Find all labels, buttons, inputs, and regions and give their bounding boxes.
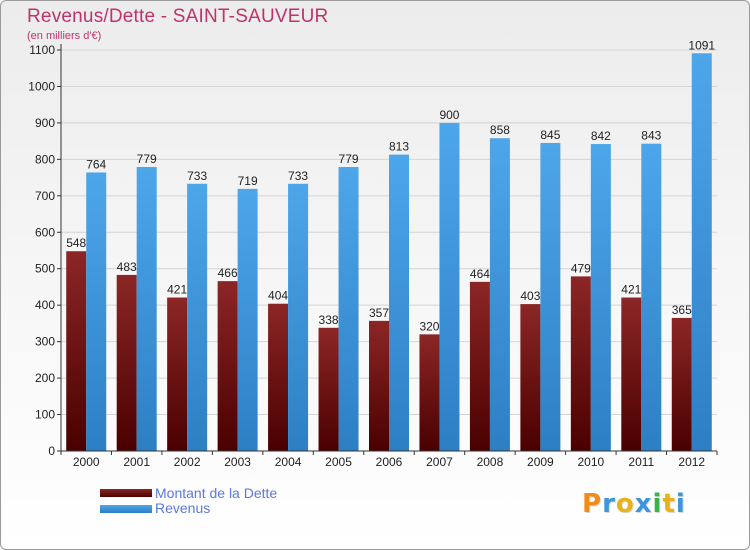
data-label-dette-2002: 421 xyxy=(167,283,187,297)
data-label-dette-2006: 357 xyxy=(369,306,389,320)
data-label-revenus-2006: 813 xyxy=(389,140,409,154)
bar-revenus-2006 xyxy=(389,154,409,451)
bar-revenus-2010 xyxy=(590,144,611,451)
bar-dette-2003 xyxy=(217,281,238,451)
bar-dette-2011 xyxy=(621,297,642,451)
y-tick-label: 200 xyxy=(35,371,55,385)
bar-dette-2002 xyxy=(167,297,188,451)
data-label-revenus-2007: 900 xyxy=(439,108,459,122)
y-tick-label: 700 xyxy=(35,189,55,203)
data-label-revenus-2001: 779 xyxy=(137,152,157,166)
data-label-dette-2008: 464 xyxy=(470,267,490,281)
legend-label-revenus: Revenus xyxy=(155,500,211,516)
bar-dette-2001 xyxy=(116,274,137,451)
data-label-dette-2000: 548 xyxy=(66,236,86,250)
y-tick-label: 1100 xyxy=(29,43,55,57)
bar-dette-2012 xyxy=(671,317,692,451)
data-label-revenus-2000: 764 xyxy=(86,157,106,171)
bar-revenus-2005 xyxy=(338,167,359,451)
data-label-revenus-2002: 733 xyxy=(187,169,207,183)
data-label-revenus-2005: 779 xyxy=(339,152,359,166)
bar-revenus-2012 xyxy=(691,53,712,451)
x-tick-label-2009: 2009 xyxy=(527,455,554,469)
bar-dette-2006 xyxy=(369,320,389,451)
y-tick-label: 900 xyxy=(35,116,55,130)
data-label-dette-2005: 338 xyxy=(319,313,339,327)
bar-revenus-2004 xyxy=(288,183,309,451)
x-tick-label-2008: 2008 xyxy=(477,455,504,469)
data-label-dette-2007: 320 xyxy=(419,319,439,333)
bar-revenus-2003 xyxy=(237,188,258,451)
legend-swatch-dette xyxy=(100,489,152,497)
x-tick-label-2001: 2001 xyxy=(123,455,150,469)
data-label-dette-2004: 404 xyxy=(268,289,288,303)
data-label-revenus-2010: 842 xyxy=(591,129,611,143)
x-tick-label-2003: 2003 xyxy=(224,455,251,469)
legend-swatch-revenus xyxy=(100,505,152,513)
y-tick-label: 100 xyxy=(35,408,55,422)
bar-revenus-2008 xyxy=(489,138,510,451)
bar-revenus-2000 xyxy=(86,172,107,451)
data-label-dette-2011: 421 xyxy=(621,283,641,297)
bar-dette-2008 xyxy=(469,281,490,451)
y-tick-label: 500 xyxy=(35,262,55,276)
data-label-revenus-2004: 733 xyxy=(288,169,308,183)
x-tick-label-2007: 2007 xyxy=(426,455,453,469)
data-label-revenus-2012: 1091 xyxy=(688,38,715,52)
bar-dette-2004 xyxy=(268,303,289,451)
x-tick-label-2002: 2002 xyxy=(174,455,201,469)
legend-label-dette: Montant de la Dette xyxy=(155,485,278,501)
bar-revenus-2011 xyxy=(641,143,662,452)
data-label-revenus-2003: 719 xyxy=(238,174,258,188)
data-label-dette-2003: 466 xyxy=(218,266,238,280)
bar-dette-2010 xyxy=(570,276,591,451)
bar-revenus-2001 xyxy=(136,167,157,451)
chart-subtitle: (en milliers d'€) xyxy=(27,30,102,42)
data-label-dette-2009: 403 xyxy=(520,289,540,303)
bar-dette-2009 xyxy=(520,304,541,451)
bar-revenus-2002 xyxy=(187,183,208,451)
data-label-dette-2012: 365 xyxy=(672,303,692,317)
x-tick-label-2012: 2012 xyxy=(678,455,705,469)
bar-revenus-2007 xyxy=(439,122,460,451)
data-label-revenus-2008: 858 xyxy=(490,123,510,137)
data-label-revenus-2011: 843 xyxy=(641,129,661,143)
y-tick-label: 400 xyxy=(35,298,55,312)
y-tick-label: 0 xyxy=(48,444,55,458)
bar-revenus-2009 xyxy=(540,142,561,451)
y-tick-label: 600 xyxy=(35,225,55,239)
chart-title: Revenus/Dette - SAINT-SAUVEUR xyxy=(27,6,329,27)
x-tick-label-2000: 2000 xyxy=(73,455,100,469)
y-tick-label: 1000 xyxy=(28,79,55,93)
bar-dette-2005 xyxy=(318,327,339,451)
data-label-revenus-2009: 845 xyxy=(540,128,560,142)
data-label-dette-2001: 483 xyxy=(117,260,137,274)
bar-dette-2000 xyxy=(66,251,87,451)
y-tick-label: 300 xyxy=(35,335,55,349)
x-tick-label-2004: 2004 xyxy=(275,455,302,469)
x-tick-label-2005: 2005 xyxy=(325,455,352,469)
bar-dette-2007 xyxy=(419,334,440,451)
x-tick-label-2010: 2010 xyxy=(577,455,604,469)
x-tick-label-2006: 2006 xyxy=(376,455,403,469)
data-label-dette-2010: 479 xyxy=(571,261,591,275)
y-tick-label: 800 xyxy=(35,152,55,166)
proxiti-logo: Proxiti xyxy=(582,489,686,519)
x-tick-label-2011: 2011 xyxy=(628,455,654,469)
